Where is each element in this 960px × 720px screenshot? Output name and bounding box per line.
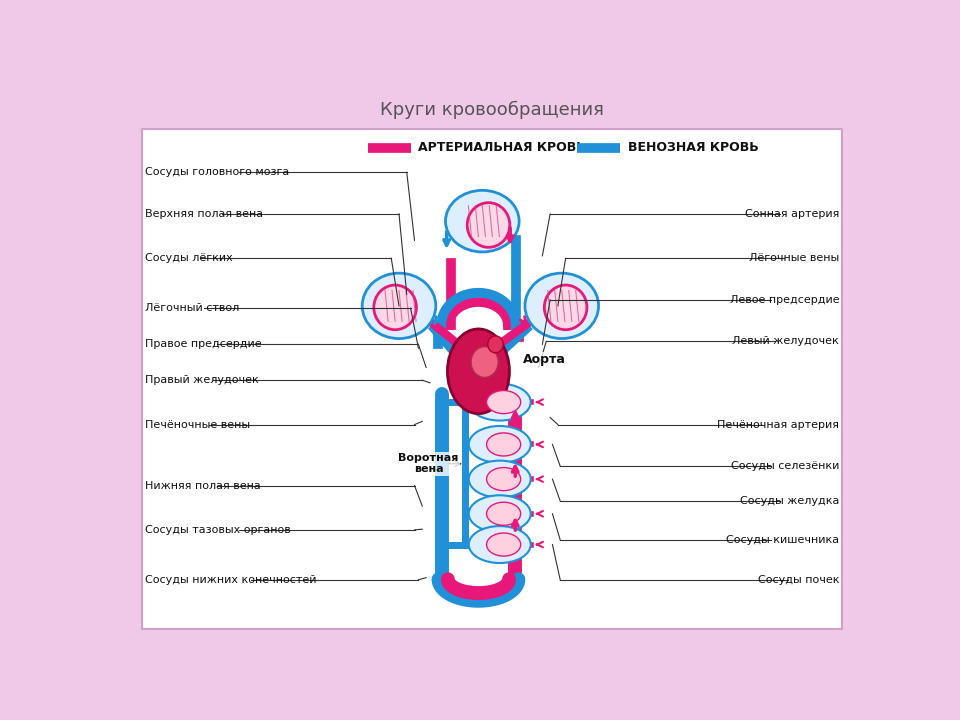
- Text: Сонная артерия: Сонная артерия: [745, 209, 839, 219]
- Ellipse shape: [488, 336, 503, 353]
- Text: Сосуды тазовых органов: Сосуды тазовых органов: [145, 525, 291, 535]
- Ellipse shape: [487, 433, 520, 456]
- Text: Печёночные вены: Печёночные вены: [145, 420, 250, 430]
- Ellipse shape: [487, 533, 520, 556]
- Text: Лёгочный ствол: Лёгочный ствол: [145, 303, 239, 313]
- Text: Сосуды головного мозга: Сосуды головного мозга: [145, 167, 289, 177]
- Text: АРТЕРИАЛЬНАЯ КРОВЬ: АРТЕРИАЛЬНАЯ КРОВЬ: [419, 142, 587, 155]
- Ellipse shape: [468, 384, 531, 420]
- Text: Лёгочные вены: Лёгочные вены: [749, 253, 839, 264]
- Text: Печёночная артерия: Печёночная артерия: [717, 420, 839, 430]
- Ellipse shape: [471, 346, 498, 377]
- Ellipse shape: [487, 390, 520, 414]
- Text: Воротная
вена: Воротная вена: [398, 453, 459, 474]
- Ellipse shape: [468, 461, 531, 498]
- Text: Аорта: Аорта: [523, 354, 565, 366]
- Text: Правое предсердие: Правое предсердие: [145, 339, 261, 349]
- Text: Сосуды лёгких: Сосуды лёгких: [145, 253, 232, 264]
- Text: Верхняя полая вена: Верхняя полая вена: [145, 209, 263, 219]
- Text: Сосуды нижних конечностей: Сосуды нижних конечностей: [145, 575, 316, 585]
- Text: Сосуды селезёнки: Сосуды селезёнки: [731, 462, 839, 471]
- Text: Правый желудочек: Правый желудочек: [145, 375, 258, 385]
- Text: Сосуды желудка: Сосуды желудка: [740, 496, 839, 506]
- Text: Сосуды кишечника: Сосуды кишечника: [726, 535, 839, 545]
- Ellipse shape: [468, 526, 531, 563]
- Text: Сосуды почек: Сосуды почек: [757, 575, 839, 585]
- Ellipse shape: [525, 273, 599, 338]
- Text: Круги кровообращения: Круги кровообращения: [380, 100, 604, 119]
- Text: Нижняя полая вена: Нижняя полая вена: [145, 480, 260, 490]
- Ellipse shape: [544, 285, 587, 330]
- Ellipse shape: [362, 273, 436, 338]
- Ellipse shape: [487, 467, 520, 490]
- Ellipse shape: [445, 190, 519, 252]
- Text: Левое предсердие: Левое предсердие: [730, 295, 839, 305]
- FancyBboxPatch shape: [142, 129, 842, 629]
- Ellipse shape: [373, 285, 417, 330]
- Text: Левый желудочек: Левый желудочек: [732, 336, 839, 346]
- Ellipse shape: [487, 502, 520, 526]
- Ellipse shape: [468, 426, 531, 463]
- Ellipse shape: [447, 329, 510, 414]
- Text: ВЕНОЗНАЯ КРОВЬ: ВЕНОЗНАЯ КРОВЬ: [628, 142, 758, 155]
- Ellipse shape: [468, 495, 531, 532]
- Ellipse shape: [468, 202, 510, 248]
